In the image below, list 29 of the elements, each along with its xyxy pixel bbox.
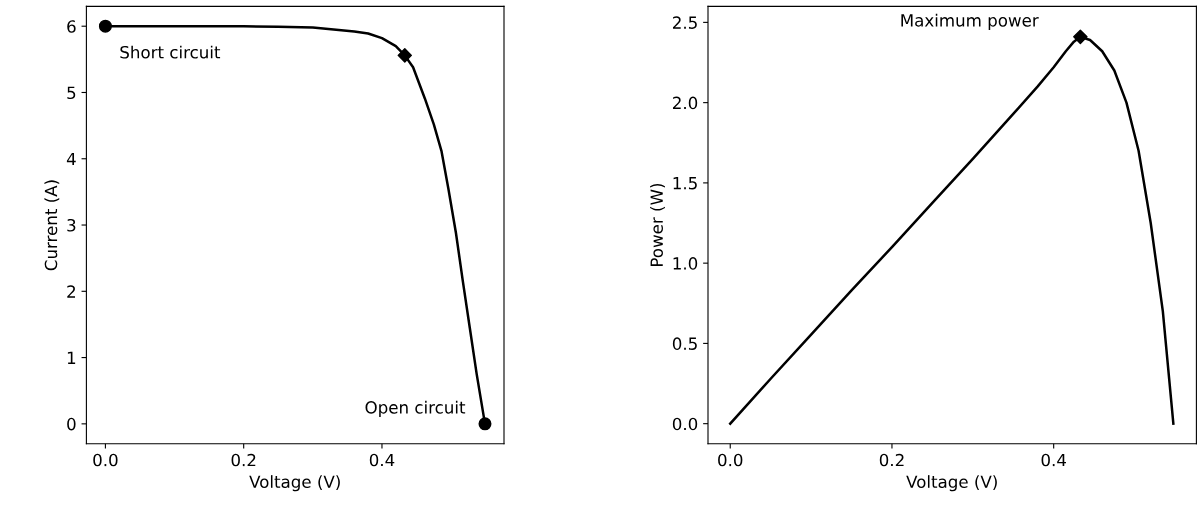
point [397, 48, 413, 63]
y-tick-label: 0.5 [672, 337, 697, 350]
x-tick-label: 0.2 [231, 453, 256, 467]
annotation: Maximum power [901, 13, 1039, 30]
y-tick-label: 2 [67, 285, 76, 298]
x-axis-title: Voltage (V) [906, 475, 997, 492]
y-tick-label: 1 [67, 351, 76, 364]
annotation: Open circuit [365, 400, 466, 417]
x-tick-label: 0.4 [369, 453, 395, 467]
y-tick-label: 1.5 [673, 177, 697, 190]
y-axis-title: Power (W) [650, 183, 665, 266]
y-tick-label: 0 [67, 417, 76, 431]
y-tick-label: 1.0 [673, 257, 698, 270]
y-tick-label: 2.0 [672, 96, 698, 110]
x-tick-label: 0.4 [1041, 453, 1066, 467]
y-tick-label: 5 [67, 86, 76, 100]
y-axis-title: Current (A) [44, 180, 60, 271]
y-tick-label: 2.5 [672, 16, 697, 29]
point [98, 19, 112, 33]
y-tick-label: 0.0 [672, 417, 698, 431]
y-tick-label: 6 [67, 20, 76, 33]
annotation: Short circuit [120, 45, 221, 59]
y-tick-label: 3 [67, 218, 76, 232]
x-axis-title: Voltage (V) [249, 475, 340, 492]
x-tick-label: 0.0 [718, 453, 743, 467]
x-tick-label: 0.2 [879, 453, 904, 467]
point [478, 417, 492, 431]
y-tick-label: 4 [66, 152, 76, 166]
x-tick-label: 0.0 [93, 453, 118, 467]
